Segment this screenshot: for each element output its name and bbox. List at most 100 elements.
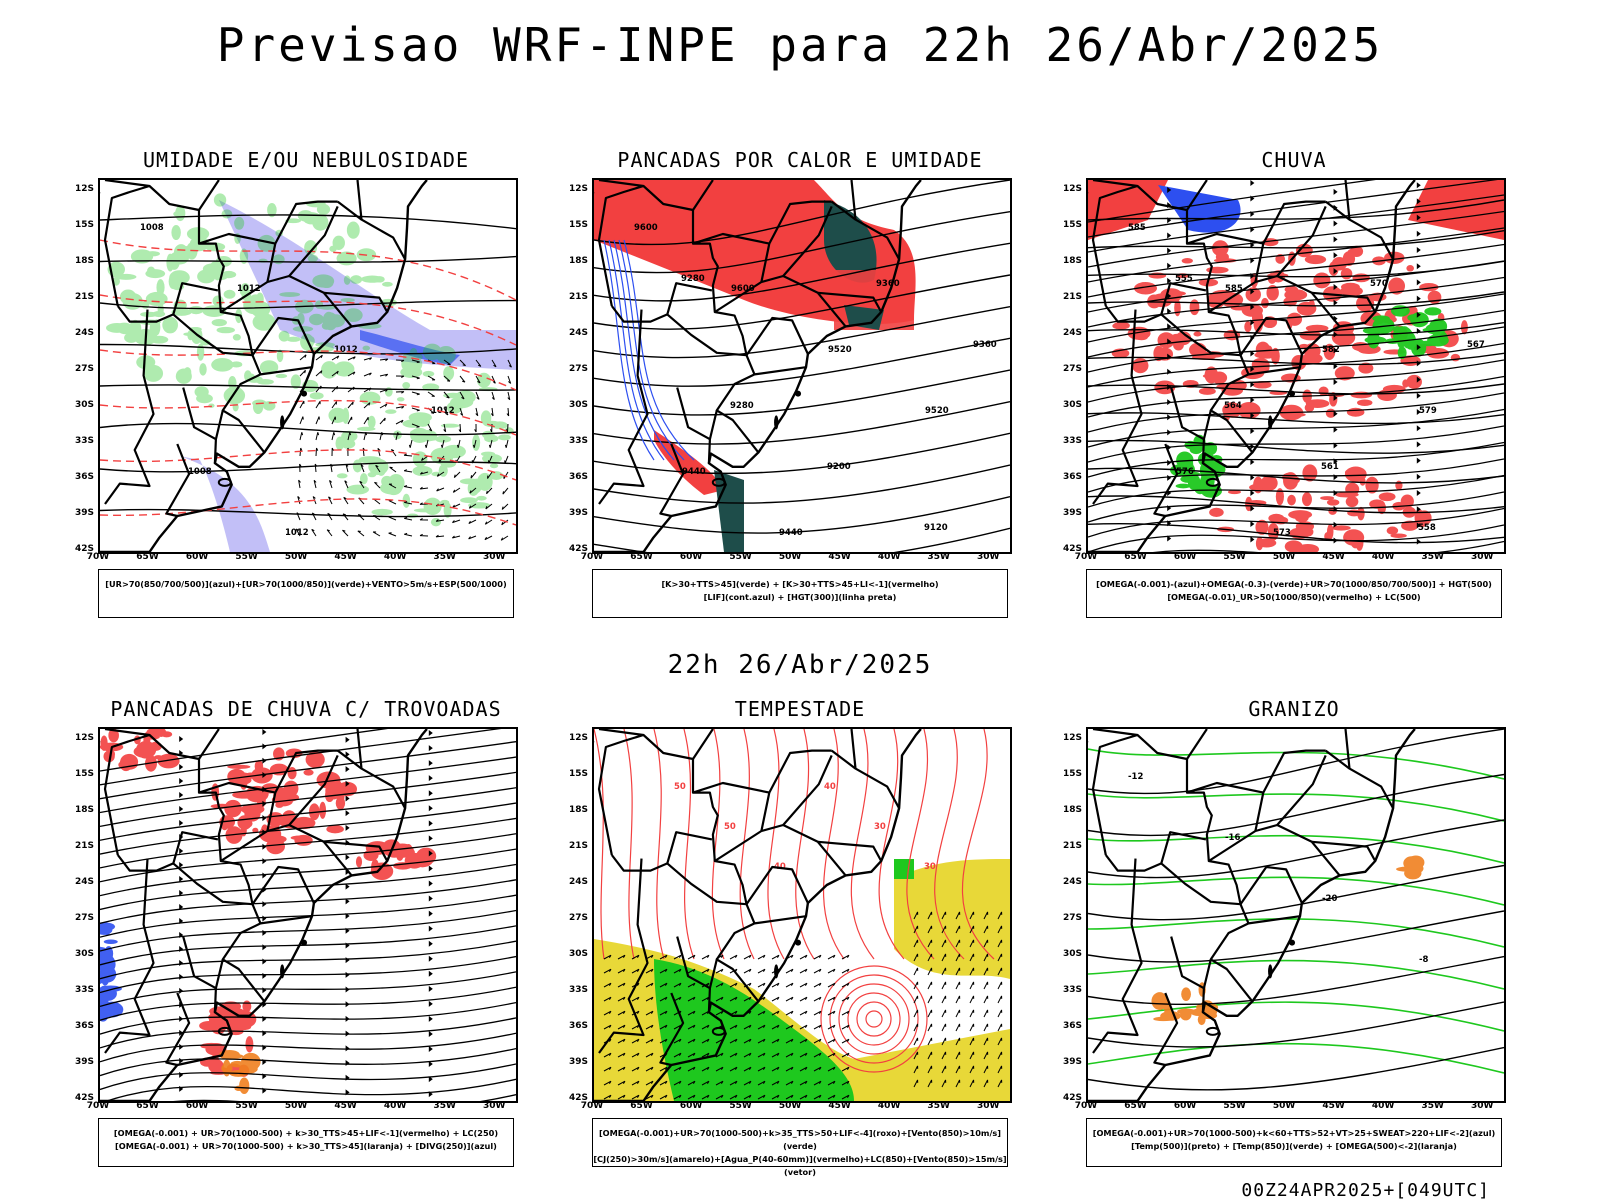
contour-lines (1088, 729, 1504, 1091)
lon-tick-label: 35W (1421, 552, 1444, 562)
lat-axis: 12S 15S 18S 21S 24S 27S 30S 33S 36S 39S 42S (552, 727, 588, 1103)
lat-tick-label: 42S (74, 544, 94, 554)
lat-tick-label: 24S (568, 877, 588, 887)
lat-tick-label: 15S (1062, 769, 1082, 779)
lon-axis: 70W 65W 60W 55W 50W 45W 40W 35W 30W (581, 552, 1008, 566)
lon-tick-label: 45W (1322, 552, 1345, 562)
thunder-red (210, 747, 358, 855)
lon-tick-label: 50W (778, 552, 802, 562)
lat-tick-label: 18S (568, 256, 588, 266)
lon-tick-label: 60W (679, 1101, 703, 1111)
lat-tick-label: 27S (1062, 364, 1082, 374)
lat-tick-label: 39S (74, 508, 94, 518)
contour-label: 555 (1175, 274, 1193, 284)
humidity-band-blue (218, 200, 516, 370)
contour-label: 561 (1321, 462, 1339, 472)
lat-tick-label: 21S (74, 292, 94, 302)
lon-tick-label: 45W (828, 1101, 851, 1111)
lat-tick-label: 21S (74, 841, 94, 851)
lagoon (1205, 1026, 1220, 1036)
contour-label: -16 (1225, 833, 1240, 843)
contour-label: 1012 (334, 345, 358, 355)
coastline (594, 180, 922, 552)
panel-3-map: 585 585 582 579 576 573 570 567 564 561 558 555 (1086, 178, 1506, 554)
precip-water-contours (594, 729, 995, 1073)
lat-tick-label: 42S (1062, 544, 1082, 554)
lat-tick-label: 30S (1062, 400, 1082, 410)
lon-tick-label: 70W (580, 1101, 604, 1111)
lat-tick-label: 18S (1062, 256, 1082, 266)
wind-vectors (913, 911, 1003, 1088)
contour-label: 9440 (682, 467, 706, 477)
lat-tick-label: 36S (74, 1021, 94, 1031)
lat-tick-label: 12S (74, 184, 94, 194)
lagoon (1268, 415, 1273, 430)
legend-line: [OMEGA(-0.001)+UR>70(1000-500)+k<60+TTS>… (1092, 1128, 1496, 1138)
lat-tick-label: 18S (74, 256, 94, 266)
legend-line: [OMEGA(-0.001)+UR>70(1000-500)+k>35_TTS>… (598, 1128, 1002, 1151)
panel-6-map: -12 -16 -20 -8 (1086, 727, 1506, 1103)
lat-tick-label: 36S (74, 472, 94, 482)
lon-tick-label: 30W (1470, 1101, 1494, 1111)
lat-tick-label: 15S (568, 220, 588, 230)
legend-line: [OMEGA(-0.001)-(azul)+OMEGA(-0.3)-(verde… (1096, 579, 1492, 589)
contour-labels: 585 585 582 579 576 573 570 567 564 561 558 555 (1128, 223, 1485, 538)
contour-label: 9600 (731, 284, 755, 294)
lon-tick-label: 60W (679, 552, 703, 562)
lon-tick-label: 65W (1124, 552, 1147, 562)
contour-labels: 9600 9600 9520 9520 9440 9440 9360 9360 9280 9200… (634, 223, 997, 538)
lon-tick-label: 50W (284, 1101, 308, 1111)
lon-tick-label: 70W (1074, 1101, 1098, 1111)
lat-tick-label: 30S (74, 949, 94, 959)
lat-tick-label: 36S (1062, 472, 1082, 482)
lon-tick-label: 55W (235, 1101, 258, 1111)
lagoon (1289, 390, 1296, 397)
contour-label: 9520 (925, 406, 949, 416)
lagoon (774, 964, 779, 979)
lon-tick-label: 55W (729, 1101, 752, 1111)
legend-line: [OMEGA(-0.01)_UR>50(1000/850)(vermelho) … (1167, 592, 1421, 602)
contour-label: 573 (1273, 528, 1291, 538)
legend-line: [K>30+TTS>45](verde) + [K>30+TTS>45+LI<-… (661, 579, 939, 589)
lat-tick-label: 24S (1062, 877, 1082, 887)
contour-label: 9120 (924, 523, 948, 533)
contour-label: 30 (924, 862, 936, 872)
contour-label: 9360 (973, 340, 997, 350)
lagoon (1289, 939, 1296, 946)
lon-axis: 70W 65W 60W 55W 50W 45W 40W 35W 30W (87, 552, 514, 566)
lagoon (280, 415, 285, 430)
lon-axis: 70W 65W 60W 55W 50W 45W 40W 35W 30W (581, 1101, 1008, 1115)
humidity-band-blue (179, 456, 270, 552)
contour-label: 576 (1176, 467, 1194, 477)
lagoon (774, 415, 779, 430)
lat-tick-label: 27S (568, 364, 588, 374)
lat-tick-label: 27S (568, 913, 588, 923)
contour-label: 585 (1128, 223, 1146, 233)
lat-tick-label: 21S (1062, 292, 1082, 302)
lagoon (301, 939, 308, 946)
lon-tick-label: 70W (86, 552, 110, 562)
thickness-contours (100, 239, 516, 526)
contour-label: 579 (1419, 406, 1437, 416)
lat-tick-label: 36S (1062, 1021, 1082, 1031)
panel-2-map: 9600 9600 9520 9520 9440 9440 9360 9360 9280 9200… (592, 178, 1012, 554)
panel-1-legend: [UR>70(850/700/500)](azul)+[UR>70(1000/8… (98, 569, 514, 618)
lat-tick-label: 42S (568, 544, 588, 554)
panel-5-legend: [OMEGA(-0.001)+UR>70(1000-500)+k>35_TTS>… (592, 1118, 1008, 1177)
lon-tick-label: 55W (235, 552, 258, 562)
lagoon (1268, 964, 1273, 979)
lat-tick-label: 15S (1062, 220, 1082, 230)
contour-label: 9600 (634, 223, 658, 233)
rain-red (1111, 238, 1468, 422)
lon-axis: 70W 65W 60W 55W 50W 45W 40W 35W 30W (1075, 1101, 1502, 1115)
wind-vectors (603, 954, 850, 1100)
lon-tick-label: 55W (1223, 552, 1246, 562)
lon-tick-label: 50W (778, 1101, 802, 1111)
lon-tick-label: 40W (383, 552, 407, 562)
lat-tick-label: 12S (1062, 733, 1082, 743)
contour-label: 9280 (730, 401, 754, 411)
instability-teal (824, 200, 877, 283)
contour-label: 1008 (140, 223, 164, 233)
lon-tick-label: 40W (877, 1101, 901, 1111)
lat-tick-label: 42S (74, 1093, 94, 1103)
